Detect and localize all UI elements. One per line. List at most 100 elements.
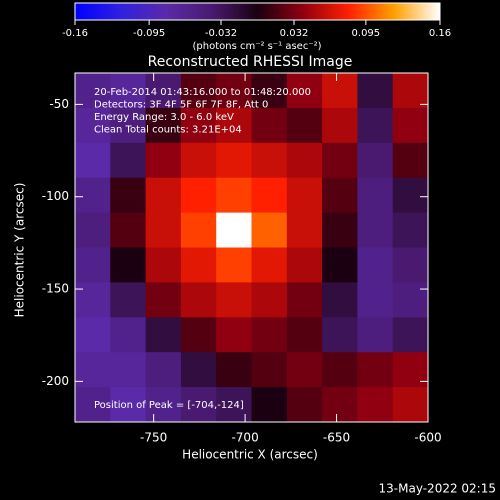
- heatmap-cell: [251, 387, 288, 423]
- heatmap-cell: [216, 247, 252, 283]
- heatmap-cell: [251, 352, 288, 388]
- heatmap-cell: [392, 317, 429, 353]
- heatmap-cell: [286, 352, 323, 388]
- heatmap-cell: [216, 352, 252, 388]
- heatmap-cell: [392, 73, 429, 109]
- heatmap-cell: [357, 387, 394, 423]
- colorbar-tick-label: -0.032: [205, 28, 237, 39]
- heatmap-cell: [322, 107, 358, 144]
- heatmap-cell: [110, 282, 147, 318]
- chart-title: Reconstructed RHESSI Image: [148, 54, 353, 70]
- heatmap-cell: [75, 247, 111, 283]
- heatmap-cell: [180, 387, 217, 423]
- heatmap-cell: [286, 247, 323, 283]
- heatmap-cell: [251, 73, 288, 109]
- heatmap-cell: [322, 282, 358, 318]
- heatmap-cell: [180, 142, 217, 179]
- colorbar-tick-label: -0.16: [62, 28, 88, 39]
- heatmap-cell: [286, 387, 323, 423]
- heatmap-cell: [75, 282, 111, 318]
- heatmap-cell: [286, 212, 323, 248]
- heatmap-cell: [216, 73, 252, 109]
- heatmap-cell: [110, 317, 147, 353]
- heatmap-cell: [392, 107, 429, 144]
- colorbar: [74, 2, 441, 21]
- heatmap-cell: [145, 387, 182, 423]
- heatmap-cell: [286, 142, 323, 179]
- heatmap-cell: [251, 317, 288, 353]
- heatmap-cell: [75, 387, 111, 423]
- heatmap-cell: [216, 317, 252, 353]
- heatmap-cell: [286, 73, 323, 109]
- heatmap-cell: [357, 107, 394, 144]
- info-line: Detectors: 3F 4F 5F 6F 7F 8F, Att 0: [94, 100, 268, 111]
- heatmap-cell: [75, 142, 111, 179]
- heatmap-cell: [357, 177, 394, 214]
- heatmap-cell: [322, 177, 358, 214]
- heatmap-cell: [145, 142, 182, 179]
- heatmap-cell: [110, 73, 147, 109]
- heatmap-cell: [110, 142, 147, 179]
- colorbar-tick-label: 0.095: [352, 28, 381, 39]
- heatmap-cell: [286, 107, 323, 144]
- x-tick-label: -750: [140, 431, 167, 445]
- heatmap-cell: [110, 247, 147, 283]
- colorbar-tick-label: -0.095: [133, 28, 165, 39]
- heatmap-cell: [180, 73, 217, 109]
- heatmap-cell: [357, 212, 394, 248]
- heatmap-cell: [322, 352, 358, 388]
- heatmap-cell: [75, 177, 111, 214]
- heatmap-cell: [286, 177, 323, 214]
- heatmap-cell: [251, 212, 288, 248]
- x-axis-label: Heliocentric X (arcsec): [182, 448, 318, 462]
- heatmap-cell: [180, 177, 217, 214]
- heatmap-cell: [75, 352, 111, 388]
- heatmap-cell: [357, 282, 394, 318]
- heatmap-cell: [75, 73, 111, 109]
- peak-label: Position of Peak = [-704,-124]: [94, 400, 244, 411]
- heatmap-cell: [392, 177, 429, 214]
- heatmap-cell: [251, 282, 288, 318]
- heatmap-cell: [145, 247, 182, 283]
- heatmap-cell: [392, 212, 429, 248]
- heatmap-cell: [357, 73, 394, 109]
- heatmap-cell: [392, 352, 429, 388]
- y-tick-label: -200: [42, 374, 69, 388]
- heatmap-cell: [322, 142, 358, 179]
- y-tick-label: -150: [42, 282, 69, 296]
- heatmap-cell: [110, 352, 147, 388]
- heatmap-cell: [216, 387, 252, 423]
- heatmap-cell: [145, 352, 182, 388]
- heatmap-cell: [392, 387, 429, 423]
- heatmap-cell: [286, 317, 323, 353]
- heatmap-cell: [251, 142, 288, 179]
- heatmap-cell: [322, 247, 358, 283]
- heatmap-cell: [286, 282, 323, 318]
- heatmap-cell: [180, 317, 217, 353]
- heatmap-cell: [75, 317, 111, 353]
- x-tick-label: -700: [231, 431, 258, 445]
- heatmap-cell: [216, 177, 252, 214]
- heatmap-cell: [216, 282, 252, 318]
- x-tick-label: -600: [414, 431, 441, 445]
- heatmap-cell: [357, 247, 394, 283]
- heatmap-cell: [357, 142, 394, 179]
- heatmap-cell: [145, 282, 182, 318]
- heatmap-cell: [110, 212, 147, 248]
- heatmap-cell: [75, 107, 111, 144]
- y-tick-label: -50: [49, 97, 69, 111]
- heatmap-cell: [75, 212, 111, 248]
- colorbar-tick-label: 0.16: [429, 28, 451, 39]
- colorbar-tick-label: 0.032: [280, 28, 309, 39]
- heatmap-cell: [392, 282, 429, 318]
- heatmap-cell: [145, 177, 182, 214]
- heatmap-cell: [110, 177, 147, 214]
- y-axis-label: Heliocentric Y (arcsec): [13, 183, 27, 318]
- heatmap-cell: [180, 247, 217, 283]
- info-line: Clean Total counts: 3.21E+04: [94, 125, 242, 136]
- heatmap-cell: [216, 212, 252, 248]
- heatmap-cell: [110, 387, 147, 423]
- heatmap-cell: [216, 107, 252, 144]
